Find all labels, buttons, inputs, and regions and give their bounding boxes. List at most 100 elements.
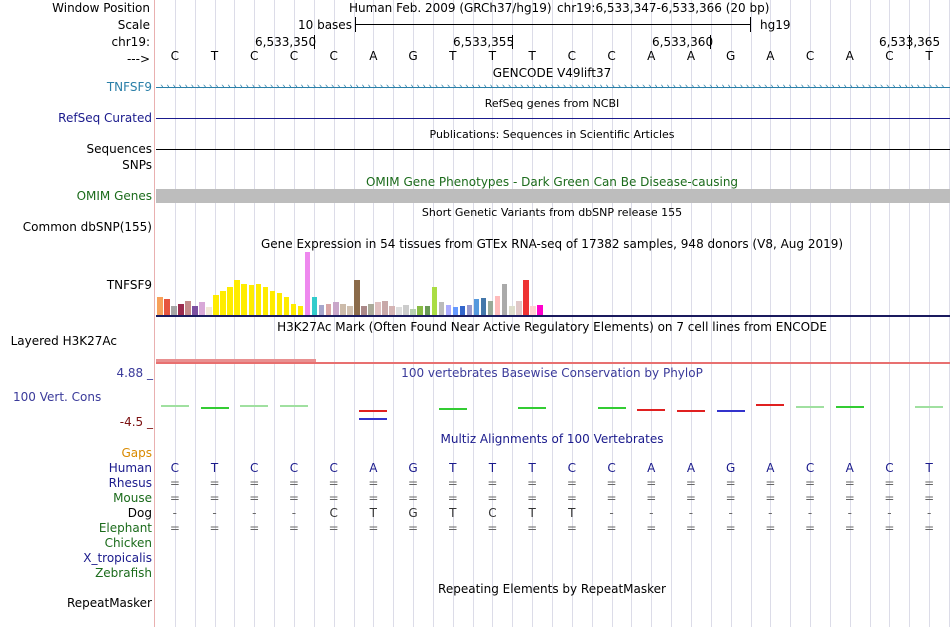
gtex-tissue-bar[interactable] [403,304,409,315]
gtex-tissue-bar[interactable] [241,283,247,315]
gtex-tissue-bar[interactable] [354,280,360,315]
species-label-zebrafish[interactable]: Zebrafish [95,566,152,580]
refseq-track-label[interactable]: RefSeq Curated [58,111,152,125]
gtex-tissue-bar[interactable] [220,291,226,315]
gtex-tissue-bar[interactable] [487,301,494,315]
gtex-tissue-bar[interactable] [501,283,508,315]
gtex-tissue-bar[interactable] [185,301,191,315]
strand-arrow: › [367,82,371,92]
gtex-tissue-bar[interactable] [192,306,198,315]
gtex-track-label[interactable]: TNFSF9 [106,278,152,292]
gtex-tissue-bar[interactable] [325,303,332,315]
phylop-track-label[interactable]: 100 Vert. Cons [13,390,102,404]
publications-track-label[interactable]: Sequences [86,142,152,156]
gtex-tissue-bar[interactable] [516,301,522,315]
gtex-tissue-bar[interactable] [410,308,416,315]
gtex-tissue-bar[interactable] [347,306,353,315]
reference-base: A [686,49,696,63]
gtex-tissue-bar[interactable] [466,304,473,315]
strand-arrow: › [702,82,707,92]
gtex-tissue-bar[interactable] [459,306,466,315]
gtex-tissue-bar[interactable] [248,284,255,315]
alignment-base: C [567,461,577,475]
strand-arrow: › [404,82,408,92]
scale-db-text: hg19 [760,18,791,32]
gtex-tissue-bar[interactable] [396,307,402,315]
strand-arrow: › [611,82,615,92]
gtex-tissue-bar[interactable] [523,279,529,315]
strand-arrow: › [904,82,908,92]
gtex-tissue-bar[interactable] [255,283,262,315]
gtex-tissue-bar[interactable] [452,307,459,315]
gtex-tissue-bar[interactable] [213,294,219,315]
gtex-tissue-bar[interactable] [375,302,381,315]
alignment-base: - [768,506,773,520]
strand-arrow: › [196,82,201,92]
gtex-tissue-bar[interactable] [494,296,501,315]
alignment-base: T [449,506,457,520]
species-label-rhesus[interactable]: Rhesus [108,476,152,490]
gtex-tissue-bar[interactable] [164,299,170,315]
snps-track-label[interactable]: SNPs [122,158,152,172]
species-label-mouse[interactable]: Mouse [113,491,152,505]
gtex-tissue-bar[interactable] [206,307,212,315]
gtex-tissue-bar[interactable] [368,303,374,315]
gtex-tissue-bar[interactable] [480,297,487,315]
species-label-dog[interactable]: Dog [127,506,152,520]
gtex-tissue-bar[interactable] [530,306,536,315]
gtex-tissue-bar[interactable] [157,297,163,315]
gridline [690,0,692,627]
gtex-tissue-bar[interactable] [318,304,325,315]
omim-track-label[interactable]: OMIM Genes [76,189,152,203]
phylop-mark [915,406,944,408]
gtex-tissue-bar[interactable] [473,299,480,315]
strand-arrow: › [251,82,256,92]
alignment-base: = [288,521,299,535]
h3k27ac-track-label[interactable]: Layered H3K27Ac [10,334,117,348]
gtex-tissue-bar[interactable] [417,306,423,315]
species-label-elephant[interactable]: Elephant [98,521,152,535]
gtex-tissue-bar[interactable] [424,306,431,315]
repeatmasker-track-label[interactable]: RepeatMasker [66,596,152,610]
gtex-tissue-bar[interactable] [340,303,346,315]
gtex-tissue-bar[interactable] [171,305,177,315]
alignment-base: = [765,476,776,490]
gtex-tissue-bar[interactable] [290,303,297,315]
strand-arrow: › [745,82,750,92]
gtex-tissue-bar[interactable] [178,303,184,315]
publications-feature-line[interactable] [156,149,950,150]
gtex-tissue-bar[interactable] [431,286,438,315]
gtex-tissue-bar[interactable] [537,304,543,315]
gtex-tissue-bar[interactable] [445,304,452,315]
strand-arrow: › [538,82,542,92]
gencode-track-label[interactable]: TNFSF9 [106,80,152,94]
refseq-gene-line[interactable] [156,118,950,119]
species-label-human[interactable]: Human [108,461,152,475]
species-label-chicken[interactable]: Chicken [104,536,152,550]
gtex-tissue-bar[interactable] [509,306,515,315]
gtex-tissue-bar[interactable] [199,302,205,315]
alignment-base: = [765,521,776,535]
gtex-tissue-bar[interactable] [297,306,304,315]
gtex-tissue-bar[interactable] [311,297,318,315]
tnfsf9-gene-line[interactable] [156,87,950,88]
omim-phenotype-feature[interactable] [156,189,950,203]
strand-arrow: › [312,82,317,92]
gaps-label[interactable]: Gaps [121,446,152,460]
reference-base: G [725,49,736,63]
gtex-tissue-bar[interactable] [361,306,367,315]
species-label-x-tropicalis[interactable]: X_tropicalis [83,551,152,565]
gtex-tissue-bar[interactable] [227,287,233,315]
gtex-tissue-bar[interactable] [333,302,339,315]
gtex-tissue-bar[interactable] [389,306,395,315]
gtex-tissue-bar[interactable] [262,287,269,315]
gtex-tissue-bar[interactable] [234,280,240,315]
gtex-tissue-bar[interactable] [304,252,311,315]
gtex-tissue-bar[interactable] [269,291,276,315]
alignment-base: = [249,491,260,505]
gtex-tissue-bar[interactable] [283,297,290,315]
gtex-tissue-bar[interactable] [276,292,283,315]
gtex-tissue-bar[interactable] [382,301,388,315]
dbsnp-track-label[interactable]: Common dbSNP(155) [22,220,152,234]
gtex-tissue-bar[interactable] [438,302,445,315]
